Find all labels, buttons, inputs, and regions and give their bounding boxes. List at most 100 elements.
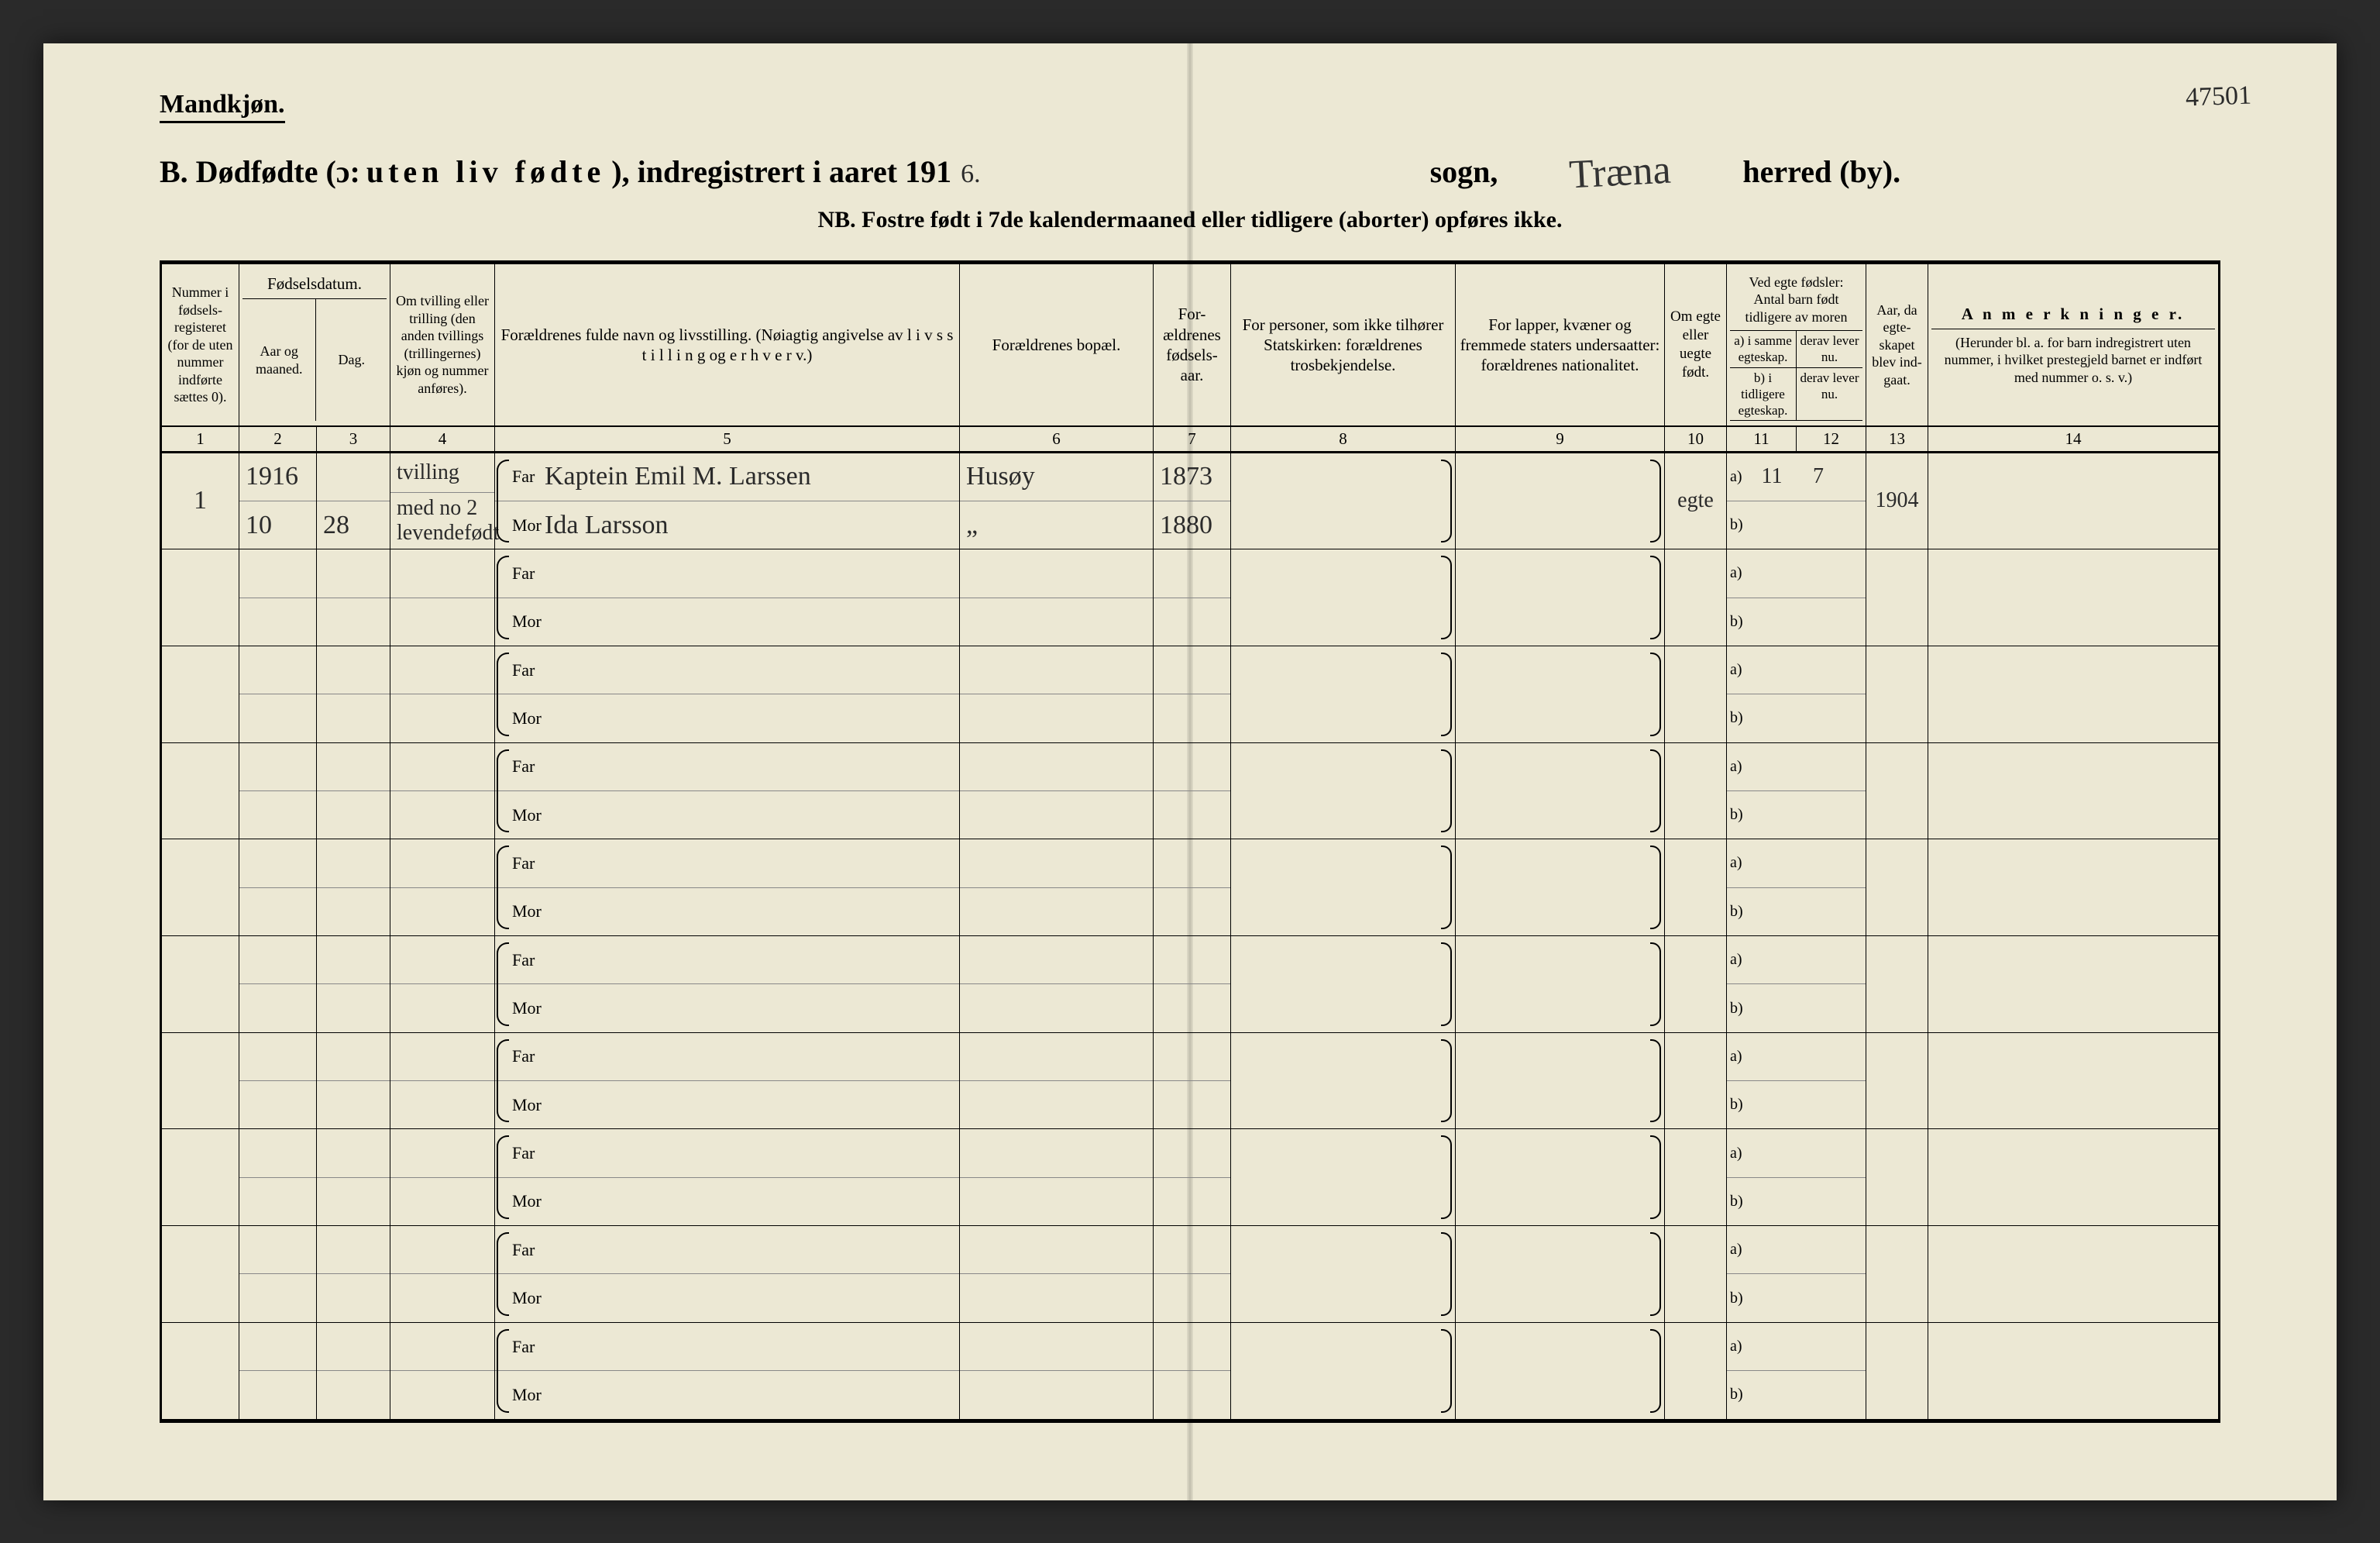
table-body: 119161028tvillingmed no 2 levendefødtFar… <box>162 453 2218 1419</box>
register-table: Nummer i fødsels-registeret (for de uten… <box>160 260 2220 1423</box>
col-header-12b: derav lever nu. <box>1797 368 1862 421</box>
colnum-4: 4 <box>390 427 495 450</box>
herred-label: herred (by). <box>1742 153 1900 190</box>
cell-egteskap-aar <box>1866 1226 1928 1322</box>
brace-icon <box>497 846 509 929</box>
cell-antal-barn: a)b) <box>1727 743 1866 839</box>
right-brace-icon <box>1650 1329 1661 1413</box>
cell-anmerkninger <box>1928 936 2218 1032</box>
cell-trosbekjendelse <box>1231 1226 1456 1322</box>
col-header-11b: b) i tidligere egteskap. <box>1730 368 1797 421</box>
table-row: FarMor a)b) <box>162 743 2218 840</box>
cell-antal-barn: a)b) <box>1727 1129 1866 1225</box>
cell-antal-barn: a)b) <box>1727 549 1866 646</box>
label-b: b) <box>1730 806 1749 824</box>
cell-egte <box>1665 1129 1727 1225</box>
cell-egte-value: egte <box>1677 488 1714 513</box>
brace-icon <box>497 749 509 833</box>
cell-navn-mor: Ida Larsson <box>545 511 669 540</box>
right-brace-icon <box>1650 749 1661 833</box>
table-row: FarMora)b) <box>162 1129 2218 1226</box>
cell-trosbekjendelse <box>1231 646 1456 742</box>
mor-label: Mor <box>512 611 545 632</box>
far-label: Far <box>512 1337 545 1357</box>
col-header-13: Aar, da egte-skapet blev ind-gaat. <box>1866 264 1928 426</box>
col-header-10: Om egte eller uegte født. <box>1665 264 1727 426</box>
label-b: b) <box>1730 1386 1749 1404</box>
col-header-5: Forældrenes fulde navn og livsstilling. … <box>495 264 960 426</box>
cell-trosbekjendelse <box>1231 1129 1456 1225</box>
cell-aar-maaned <box>239 743 317 839</box>
cell-egteskap-aar <box>1866 1129 1928 1225</box>
table-header: Nummer i fødsels-registeret (for de uten… <box>162 264 2218 428</box>
col-header-1112-top: Ved egte fødsler: Antal barn født tidlig… <box>1730 269 1862 332</box>
label-a: a) <box>1730 468 1749 486</box>
cell-aar-maaned <box>239 1323 317 1419</box>
cell-nationalitet <box>1456 646 1665 742</box>
label-b: b) <box>1730 1096 1749 1114</box>
label-a: a) <box>1730 564 1749 582</box>
cell-trosbekjendelse <box>1231 1323 1456 1419</box>
table-row: FarMora)b) <box>162 839 2218 936</box>
cell-aar-maaned: 191610 <box>239 453 317 549</box>
table-row: FarMor a)b) <box>162 936 2218 1033</box>
label-b: b) <box>1730 709 1749 727</box>
cell-num <box>162 936 239 1032</box>
cell-bopael <box>960 1129 1154 1225</box>
right-brace-icon <box>1441 749 1452 833</box>
colnum-11: 11 <box>1727 427 1797 450</box>
cell-trosbekjendelse <box>1231 839 1456 935</box>
cell-nationalitet <box>1456 1129 1665 1225</box>
title-mid: ), indregistrert i aaret 191 <box>611 153 951 190</box>
cell-antal-barn: a)b) <box>1727 936 1866 1032</box>
label-b: b) <box>1730 1193 1749 1211</box>
cell-nationalitet <box>1456 1226 1665 1322</box>
cell-aar-maaned <box>239 1129 317 1225</box>
cell-tvilling <box>390 743 495 839</box>
cell-dag-bot: 28 <box>323 511 349 540</box>
cell-num <box>162 646 239 742</box>
cell-bopael <box>960 1226 1154 1322</box>
cell-fodselsaar <box>1154 549 1231 646</box>
right-brace-icon <box>1650 846 1661 929</box>
cell-bopael-top: Husøy <box>966 462 1035 491</box>
cell-fodselsaar <box>1154 1226 1231 1322</box>
colnum-12: 12 <box>1797 427 1866 450</box>
brace-icon <box>497 1039 509 1123</box>
cell-tvilling <box>390 839 495 935</box>
mor-label: Mor <box>512 515 545 536</box>
cell-anmerkninger <box>1928 839 2218 935</box>
right-brace-icon <box>1441 1039 1452 1123</box>
cell-dag <box>317 1129 390 1225</box>
cell-anmerkninger <box>1928 1226 2218 1322</box>
cell-fodselsaar: 18731880 <box>1154 453 1231 549</box>
cell-trosbekjendelse <box>1231 936 1456 1032</box>
cell-navn: FarMor <box>495 936 960 1032</box>
cell-navn: FarMor <box>495 743 960 839</box>
right-brace-icon <box>1441 1135 1452 1219</box>
cell-aar-maaned-bot: 10 <box>246 511 272 540</box>
brace-icon <box>497 942 509 1026</box>
cell-navn: FarMor <box>495 839 960 935</box>
col-header-12a: derav lever nu. <box>1797 331 1862 367</box>
cell-num <box>162 549 239 646</box>
cell-bopael <box>960 646 1154 742</box>
cell-dag: 28 <box>317 453 390 549</box>
cell-navn-far: Kaptein Emil M. Larssen <box>545 462 811 491</box>
cell-nationalitet <box>1456 453 1665 549</box>
mor-label: Mor <box>512 1288 545 1308</box>
cell-egteskap-aar <box>1866 839 1928 935</box>
table-row: FarMora)b) <box>162 1323 2218 1419</box>
nb-line: NB. Fostre født i 7de kalendermaaned ell… <box>160 207 2220 233</box>
cell-antal-barn: a)117b) <box>1727 453 1866 549</box>
col-header-fodselsdatum: Fødselsdatum. <box>242 269 387 299</box>
right-brace-icon <box>1650 1232 1661 1316</box>
title-line: B. Dødfødte (ɔ: uten liv fødte ), indreg… <box>160 146 2220 193</box>
cell-trosbekjendelse <box>1231 1033 1456 1129</box>
colnum-8: 8 <box>1231 427 1456 450</box>
cell-egteskap-aar: 1904 <box>1866 453 1928 549</box>
cell-anmerkninger <box>1928 743 2218 839</box>
cell-tvilling <box>390 549 495 646</box>
cell-bopael <box>960 936 1154 1032</box>
cell-fodselsaar <box>1154 1323 1231 1419</box>
